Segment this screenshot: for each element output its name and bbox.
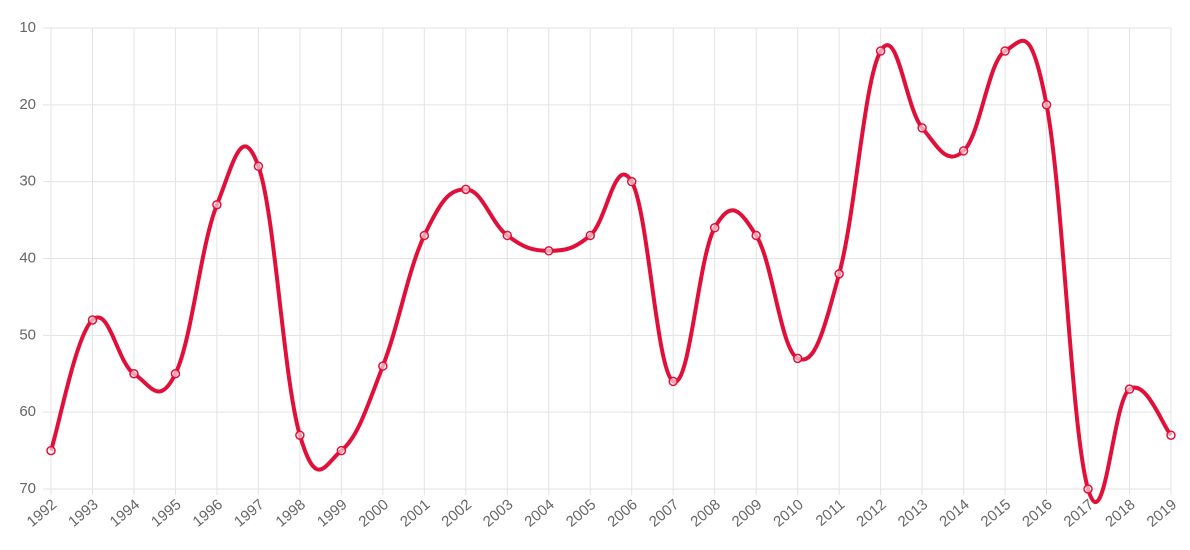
point [46,445,56,456]
y-tick-label: 30 [19,173,36,190]
x-tick-label: 1994 [107,496,143,530]
y-tick-label: 60 [19,403,36,420]
x-tick-label: 2001 [397,496,433,530]
x-tick-label: 2002 [438,496,474,530]
x-tick-label: 2012 [853,496,889,530]
x-tick-label: 2016 [1019,496,1055,530]
point [1124,384,1135,394]
point [875,46,886,56]
point [668,376,678,387]
x-tick-label: 2000 [355,496,391,530]
point [585,230,596,241]
y-tick-label: 10 [19,19,36,36]
y-tick-label: 50 [19,326,36,343]
x-tick-label: 2013 [895,496,931,530]
x-tick-label: 2005 [563,496,599,530]
x-tick-label: 2008 [687,496,723,530]
point [751,230,761,241]
y-tick-label: 20 [19,96,36,113]
x-tick-label: 2015 [978,496,1014,530]
point [709,223,720,233]
point [958,146,969,156]
point [378,361,388,371]
point [419,230,430,241]
x-tick-label: 1993 [65,496,101,530]
x-tick-label: 2007 [646,496,682,530]
point [834,269,844,279]
point [129,369,139,379]
x-tick-label: 2018 [1102,496,1138,530]
point [1166,430,1176,440]
y-tick-label: 40 [19,249,36,266]
x-tick-label: 1998 [273,496,309,530]
x-tick-label: 2004 [521,496,557,530]
point [792,353,803,364]
point [917,123,927,133]
x-tick-label: 1996 [190,496,226,530]
point [1000,46,1010,56]
x-tick-label: 1992 [24,496,60,530]
x-tick-label: 2003 [480,496,516,530]
point [1041,100,1052,110]
point [295,430,305,440]
point [212,199,222,210]
point [461,184,471,195]
x-tick-label: 2014 [936,496,972,530]
point [87,315,98,325]
point [544,246,554,256]
y-tick-label: 70 [19,480,36,497]
x-tick-label: 2011 [813,496,849,530]
point [253,161,264,172]
point [626,176,637,187]
x-tick-label: 1997 [231,496,267,530]
x-tick-label: 2010 [770,496,806,530]
x-tick-label: 2019 [1144,496,1180,530]
x-tick-label: 2009 [729,496,765,530]
point [336,445,347,456]
x-tick-label: 2006 [604,496,640,530]
point [170,369,181,379]
point [502,230,513,241]
x-tick-label: 1999 [314,496,350,530]
point [1083,484,1093,494]
line [49,38,1173,504]
x-tick-label: 1995 [148,496,184,530]
